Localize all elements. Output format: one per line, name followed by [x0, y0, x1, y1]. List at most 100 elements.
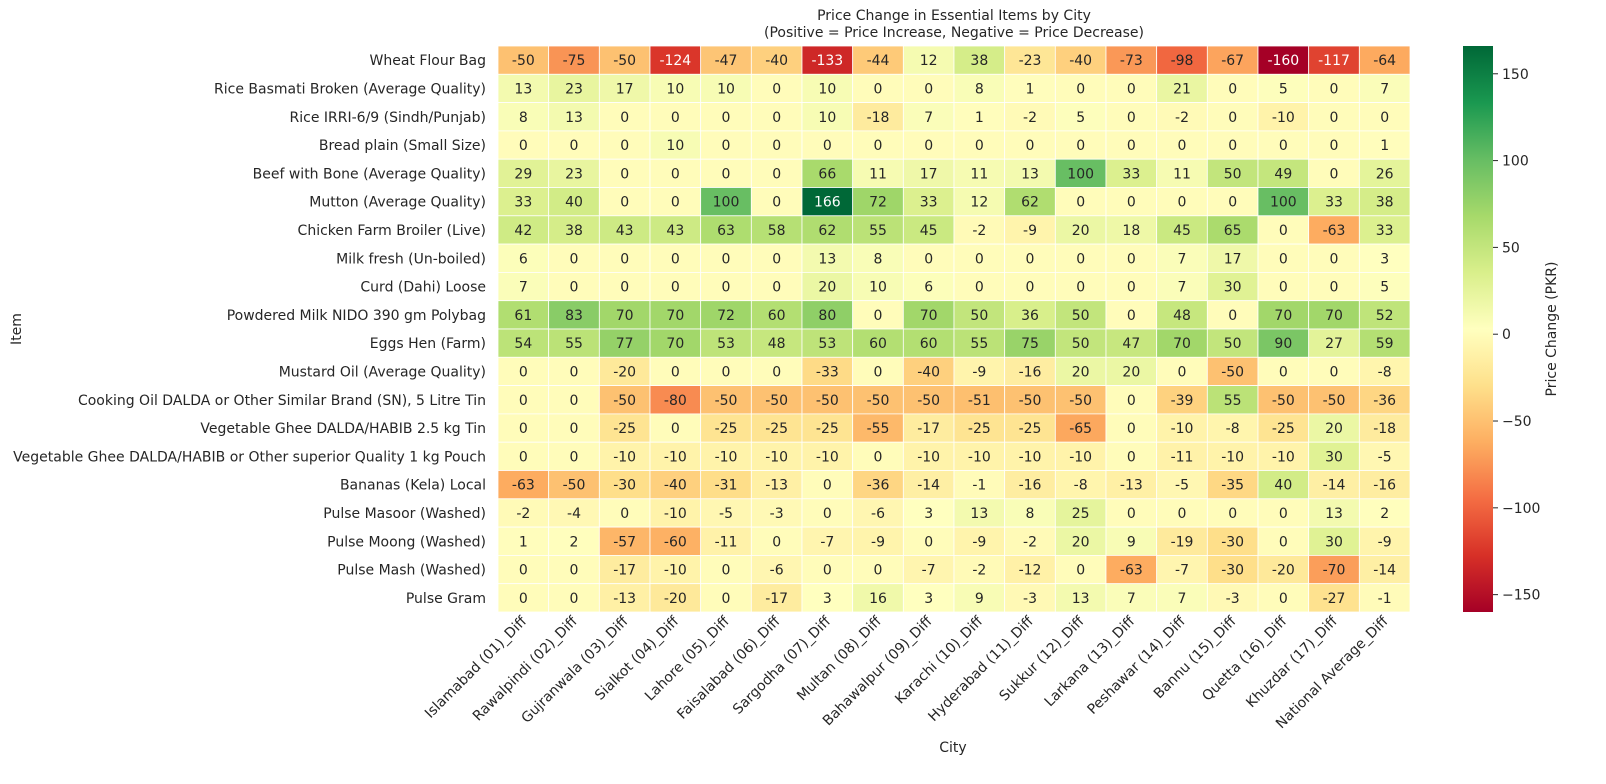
- heatmap-cell: [750, 470, 803, 500]
- cell-value-label: -65: [1069, 421, 1092, 437]
- cell-value-label: 13: [514, 81, 532, 97]
- heatmap-cell: [953, 470, 1006, 500]
- cell-value-label: 17: [1224, 251, 1242, 267]
- cell-value-label: 0: [924, 251, 933, 267]
- heatmap-cell: [1257, 243, 1310, 273]
- cell-value-label: 0: [519, 591, 528, 607]
- heatmap-cell: [801, 158, 854, 188]
- heatmap-cell: [1054, 243, 1107, 273]
- cell-value-label: -60: [664, 534, 687, 550]
- heatmap-cell: [902, 215, 955, 245]
- heatmap-cell: [1358, 187, 1411, 217]
- cell-value-label: -55: [867, 421, 890, 437]
- heatmap-cell: [1054, 526, 1107, 556]
- cell-value-label: -30: [613, 478, 636, 494]
- cell-value-label: 30: [1325, 449, 1343, 465]
- cell-value-label: 11: [1173, 166, 1191, 182]
- heatmap-cell: [548, 300, 600, 330]
- heatmap-cell: [1004, 130, 1056, 160]
- heatmap-cell: [548, 243, 600, 273]
- heatmap-cell: [902, 555, 955, 585]
- cell-value-label: 0: [1178, 138, 1187, 154]
- heatmap-cell: [750, 130, 803, 160]
- heatmap-cell: [649, 215, 702, 245]
- cell-value-label: 13: [1021, 166, 1039, 182]
- heatmap-cell: [1156, 441, 1208, 471]
- heatmap-cell: [1308, 470, 1360, 500]
- cell-value-label: 0: [1127, 506, 1136, 522]
- cell-value-label: 8: [1026, 506, 1035, 522]
- cell-value-label: 23: [565, 81, 583, 97]
- heatmap-cell: [649, 187, 702, 217]
- cell-value-label: 52: [1376, 308, 1394, 324]
- cell-value-label: -16: [1019, 364, 1042, 380]
- heatmap-cell: [548, 328, 600, 358]
- y-tick-label: Pulse Masoor (Washed): [323, 506, 486, 522]
- cell-value-label: 0: [1279, 364, 1288, 380]
- heatmap-cell: [598, 102, 651, 132]
- heatmap-cell: [1257, 413, 1310, 443]
- heatmap-cell: [1054, 130, 1107, 160]
- heatmap-cell: [953, 73, 1006, 104]
- cell-value-label: -25: [1272, 421, 1295, 437]
- heatmap-cell: [953, 555, 1006, 585]
- heatmap-cell: [1004, 498, 1056, 528]
- cell-value-label: 0: [570, 364, 579, 380]
- cell-value-label: 0: [1279, 223, 1288, 239]
- heatmap-cell: [649, 271, 702, 302]
- cell-value-label: -18: [1373, 421, 1396, 437]
- cell-value-label: -30: [1221, 563, 1244, 579]
- cell-value-label: 20: [1325, 421, 1343, 437]
- heatmap-cell: [1308, 130, 1360, 160]
- heatmap-cell: [1156, 526, 1208, 556]
- y-axis-label: Item: [9, 313, 25, 345]
- cell-value-label: -47: [715, 53, 738, 69]
- cell-value-label: 21: [1173, 81, 1191, 97]
- heatmap-cell: [548, 498, 600, 528]
- cell-value-label: -36: [1373, 393, 1396, 409]
- heatmap-cell: [649, 526, 702, 556]
- cell-value-label: 0: [519, 138, 528, 154]
- cell-value-label: -18: [867, 110, 890, 126]
- heatmap-cell: [548, 73, 600, 104]
- heatmap-cell: [497, 243, 550, 273]
- cell-value-label: -75: [563, 53, 586, 69]
- cell-value-label: 38: [1376, 195, 1394, 211]
- cell-value-label: 0: [1026, 138, 1035, 154]
- heatmap-cell: [902, 470, 955, 500]
- cell-value-label: 0: [570, 138, 579, 154]
- cell-value-label: -44: [867, 53, 890, 69]
- cell-value-label: 0: [722, 563, 731, 579]
- heatmap-cell: [953, 583, 1006, 613]
- heatmap-cell: [649, 102, 702, 132]
- cell-value-label: 45: [1173, 223, 1191, 239]
- cell-value-label: 0: [975, 280, 984, 296]
- cell-value-label: -50: [512, 53, 535, 69]
- x-tick-label: Multan (08)_Diff: [794, 613, 885, 704]
- cell-value-label: 0: [924, 138, 933, 154]
- heatmap-cell: [852, 356, 904, 386]
- cell-value-label: 42: [514, 223, 532, 239]
- heatmap-cell: [1257, 356, 1310, 386]
- cell-value-label: 0: [671, 166, 680, 182]
- y-tick-label: Milk fresh (Un-boiled): [336, 251, 486, 267]
- cell-value-label: 100: [1067, 166, 1094, 182]
- cell-value-label: -3: [1023, 591, 1037, 607]
- cell-value-label: -64: [1373, 53, 1396, 69]
- cell-value-label: 0: [874, 364, 883, 380]
- heatmap-cell: [1105, 45, 1158, 75]
- heatmap-cell: [1054, 300, 1107, 330]
- cell-value-label: 65: [1224, 223, 1242, 239]
- cell-value-label: 62: [818, 223, 836, 239]
- cell-value-label: 0: [874, 81, 883, 97]
- heatmap-cell: [852, 583, 904, 613]
- cell-value-label: 12: [970, 195, 988, 211]
- heatmap-cell: [1206, 526, 1259, 556]
- heatmap-cell: [497, 300, 550, 330]
- heatmap-cell: [953, 328, 1006, 358]
- cell-value-label: 66: [818, 166, 836, 182]
- cell-value-label: -8: [1378, 364, 1392, 380]
- heatmap-cell: [700, 187, 752, 217]
- cell-value-label: 11: [970, 166, 988, 182]
